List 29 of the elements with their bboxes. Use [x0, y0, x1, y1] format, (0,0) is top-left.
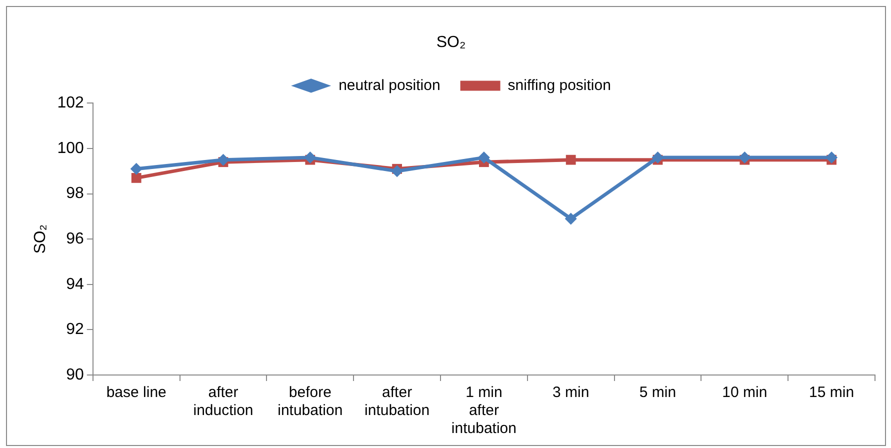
x-tick-label: after intubation	[364, 384, 430, 420]
point	[391, 165, 404, 178]
y-tick-label: 100	[57, 140, 84, 157]
chart-title: SO₂	[436, 34, 466, 52]
x-tick-label: after induction	[193, 384, 254, 420]
y-tick-label: 90	[66, 366, 84, 384]
x-tick-label: 10 min	[722, 384, 768, 402]
point	[478, 152, 490, 164]
x-tick-label: before intubation	[278, 384, 343, 420]
point	[652, 152, 664, 164]
legend-label: neutral position	[338, 76, 440, 94]
x-tick-label: 15 min	[809, 384, 854, 402]
point	[564, 212, 577, 225]
point	[566, 154, 576, 165]
point	[131, 172, 142, 183]
y-tick-label: 102	[57, 94, 84, 112]
y-tick-label: 98	[66, 185, 84, 202]
point	[826, 152, 838, 164]
x-tick-label: base line	[106, 384, 166, 402]
y-tick-label: 94	[66, 276, 84, 293]
x-tick-label: 1 min after intubation	[451, 384, 516, 438]
x-tick-label: 3 min	[552, 384, 590, 402]
y-axis-title: SO₂	[32, 224, 50, 254]
y-tick-label: 92	[66, 321, 84, 338]
x-tick-label: 5 min	[639, 384, 676, 402]
point	[304, 152, 316, 164]
y-tick-label: 96	[66, 230, 84, 248]
point	[130, 162, 142, 175]
legend-label: sniffing position	[508, 76, 611, 94]
